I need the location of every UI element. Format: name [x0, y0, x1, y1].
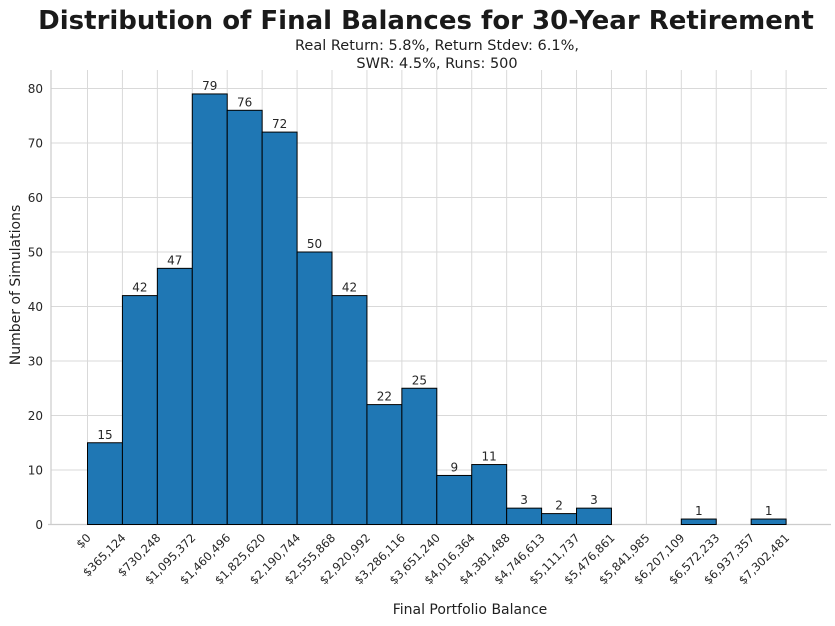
- bar-label: 25: [412, 373, 427, 387]
- bar-label: 22: [377, 390, 392, 404]
- y-tick-label: 20: [28, 409, 43, 423]
- bar: [261, 131, 298, 525]
- bar: [296, 251, 333, 525]
- y-tick-label: 30: [28, 355, 43, 369]
- bar-label: 1: [695, 504, 703, 518]
- bar: [331, 295, 368, 525]
- bar: [471, 464, 508, 525]
- bar-label: 50: [307, 237, 322, 251]
- y-tick-label: 0: [35, 518, 43, 532]
- y-tick-label: 70: [28, 137, 43, 151]
- chart-title: Distribution of Final Balances for 30-Ye…: [38, 6, 814, 36]
- bar-label: 47: [167, 253, 182, 267]
- bar: [401, 387, 438, 525]
- bar-label: 9: [450, 460, 458, 474]
- bar: [750, 518, 787, 525]
- bar-label: 72: [272, 117, 287, 131]
- bar-label: 3: [520, 493, 528, 507]
- bar: [506, 507, 543, 525]
- bar: [366, 404, 403, 526]
- bar-label: 76: [237, 95, 252, 109]
- bar: [191, 93, 228, 525]
- bar: [680, 518, 717, 525]
- bar: [156, 267, 193, 525]
- bar-label: 42: [132, 281, 147, 295]
- bar: [226, 109, 263, 526]
- y-tick-label: 60: [28, 191, 43, 205]
- y-tick-label: 50: [28, 246, 43, 260]
- y-tick-label: 40: [28, 300, 43, 314]
- subtitle-line-1: Real Return: 5.8%, Return Stdev: 6.1%,: [294, 38, 580, 54]
- x-axis-label: Final Portfolio Balance: [393, 602, 548, 618]
- bar-label: 2: [555, 499, 563, 513]
- bar: [541, 513, 578, 525]
- y-tick-label: 80: [28, 82, 43, 96]
- bar-label: 3: [590, 493, 598, 507]
- bar: [87, 442, 123, 525]
- bar-label: 79: [202, 79, 217, 93]
- y-tick-label: 10: [28, 464, 43, 478]
- x-tick-label: $0: [73, 531, 93, 551]
- bar: [121, 295, 158, 525]
- y-axis-label: Number of Simulations: [8, 205, 24, 366]
- bar: [436, 474, 473, 526]
- bar: [576, 507, 612, 525]
- chart-subtitle: Real Return: 5.8%, Return Stdev: 6.1%, S…: [295, 38, 579, 73]
- bar-label: 1: [765, 504, 773, 518]
- subtitle-line-2: SWR: 4.5%, Runs: 500: [356, 55, 518, 72]
- bar-label: 15: [97, 428, 112, 442]
- bar-label: 11: [482, 450, 497, 464]
- bar-label: 42: [342, 281, 357, 295]
